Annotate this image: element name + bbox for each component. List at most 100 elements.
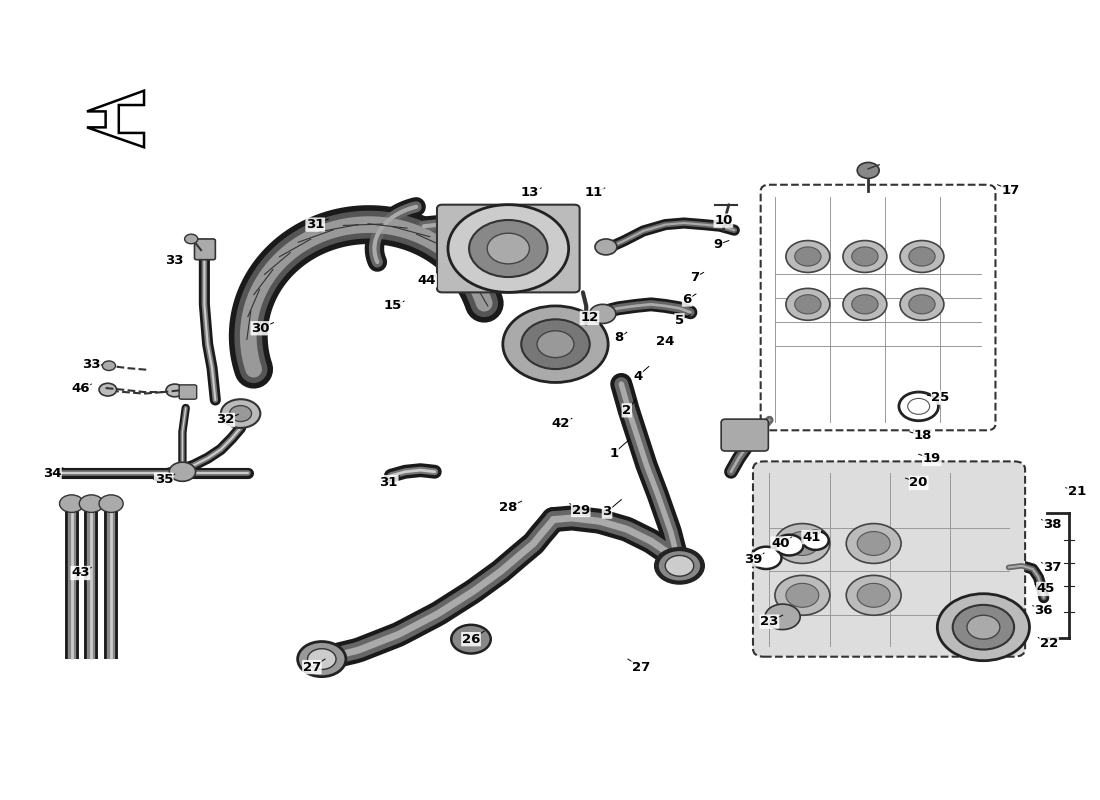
Text: 10: 10 [714,214,733,227]
Text: 11: 11 [585,186,603,199]
Circle shape [909,247,935,266]
Circle shape [802,530,828,550]
Circle shape [843,288,887,320]
Text: 31: 31 [306,218,324,231]
Text: 23: 23 [760,615,779,628]
Text: 31: 31 [379,476,398,489]
Circle shape [451,625,491,654]
Text: 30: 30 [251,322,270,334]
Text: 1: 1 [609,447,618,460]
Circle shape [298,642,345,677]
Text: 29: 29 [572,503,590,517]
Text: 19: 19 [923,453,940,466]
FancyBboxPatch shape [722,419,768,451]
Text: 33: 33 [165,254,184,267]
Circle shape [448,205,569,292]
Circle shape [851,247,878,266]
Circle shape [99,383,117,396]
Text: 34: 34 [43,467,62,480]
Text: 26: 26 [462,633,481,646]
Text: 6: 6 [682,293,692,306]
Text: 3: 3 [603,505,612,518]
Text: 21: 21 [1067,485,1086,498]
Circle shape [899,392,938,421]
Circle shape [785,288,829,320]
Circle shape [59,495,84,513]
Polygon shape [87,90,144,147]
Text: 35: 35 [155,474,173,486]
Text: 5: 5 [675,314,684,326]
Text: 17: 17 [1002,184,1020,197]
Circle shape [846,575,901,615]
FancyBboxPatch shape [179,385,197,399]
FancyBboxPatch shape [754,462,1025,657]
Circle shape [774,523,829,563]
Circle shape [857,162,879,178]
Circle shape [953,605,1014,650]
Text: 9: 9 [713,238,723,251]
Circle shape [503,306,608,382]
Text: 44: 44 [418,274,437,287]
Circle shape [308,649,336,670]
Circle shape [900,241,944,273]
Circle shape [857,531,890,555]
Text: 36: 36 [1034,604,1053,617]
FancyBboxPatch shape [437,205,580,292]
Text: 37: 37 [1043,561,1062,574]
Text: 4: 4 [634,370,642,382]
FancyBboxPatch shape [761,185,996,430]
Circle shape [521,319,590,369]
Circle shape [656,548,704,583]
Text: 13: 13 [521,186,539,199]
Circle shape [102,361,116,370]
Circle shape [79,495,103,513]
Circle shape [99,495,123,513]
Circle shape [843,241,887,273]
Circle shape [658,550,702,582]
Text: 32: 32 [216,414,234,426]
Circle shape [766,604,800,630]
Text: 41: 41 [802,530,821,544]
Text: 18: 18 [914,430,932,442]
Circle shape [909,294,935,314]
Circle shape [230,406,252,422]
Circle shape [469,220,548,277]
Circle shape [774,575,829,615]
Circle shape [487,233,529,264]
Text: 28: 28 [499,501,517,514]
Circle shape [794,294,821,314]
Text: 7: 7 [691,270,700,284]
Text: 43: 43 [72,566,89,579]
Circle shape [537,331,574,358]
Text: 42: 42 [552,418,570,430]
Text: 27: 27 [631,661,650,674]
Text: 39: 39 [744,553,762,566]
Circle shape [774,534,803,555]
Circle shape [900,288,944,320]
Circle shape [857,583,890,607]
Circle shape [851,294,878,314]
Circle shape [751,546,781,569]
Text: 2: 2 [623,404,631,417]
Text: 12: 12 [581,311,598,324]
Text: 33: 33 [82,358,100,371]
Circle shape [846,523,901,563]
Text: 38: 38 [1043,518,1062,531]
Text: 46: 46 [72,382,89,395]
Circle shape [785,531,818,555]
Circle shape [221,399,261,428]
Text: 25: 25 [932,391,949,404]
Text: 20: 20 [910,477,928,490]
Circle shape [666,555,694,576]
Circle shape [166,384,184,397]
Text: 40: 40 [771,537,790,550]
Text: 24: 24 [656,335,674,348]
Circle shape [169,462,196,482]
Circle shape [785,241,829,273]
Circle shape [908,398,930,414]
Text: 27: 27 [302,661,321,674]
FancyBboxPatch shape [195,239,216,260]
Circle shape [595,239,617,255]
Circle shape [785,583,818,607]
Circle shape [937,594,1030,661]
